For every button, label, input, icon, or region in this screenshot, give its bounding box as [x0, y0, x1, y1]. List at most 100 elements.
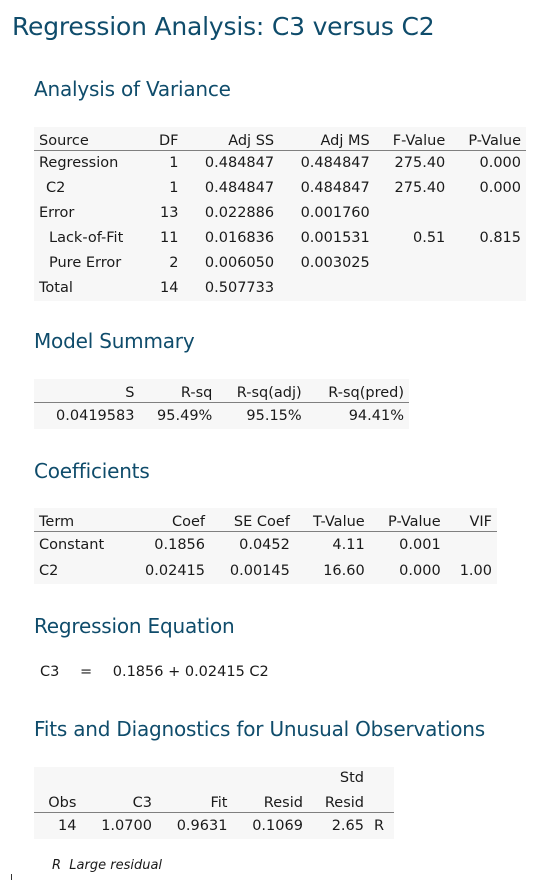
table-cell: 14: [34, 812, 82, 839]
coefficients-col-header: VIF: [445, 508, 497, 532]
anova-col-header: P-Value: [450, 127, 526, 151]
table-row: Error 13 0.022886 0.001760: [34, 200, 526, 226]
table-cell: [374, 275, 451, 301]
unusual-col-header: Resid: [307, 789, 369, 813]
model-summary-col-header: R-sq(pred): [306, 379, 409, 403]
table-cell: 0.0452: [210, 531, 295, 558]
model-summary-table: S R-sq R-sq(adj) R-sq(pred) 0.0419583 95…: [34, 379, 409, 429]
model-summary-heading: Model Summary: [34, 329, 195, 353]
table-row: Total 14 0.507733: [34, 275, 526, 301]
table-cell: 0.0419583: [34, 402, 140, 429]
table-cell: 0.51: [374, 225, 451, 251]
anova-col-header: Source: [34, 127, 148, 151]
coefficients-col-header: Term: [34, 508, 126, 532]
table-cell: 0.001531: [279, 225, 375, 251]
table-cell: 16.60: [294, 557, 370, 584]
anova-col-header: DF: [147, 127, 184, 151]
unusual-header-row: Obs C3 Fit Resid Resid: [34, 789, 394, 813]
table-cell: 1: [147, 175, 184, 201]
table-cell: 13: [147, 200, 184, 226]
unusual-observations-heading: Fits and Diagnostics for Unusual Observa…: [34, 717, 485, 741]
coefficients-header-row: Term Coef SE Coef T-Value P-Value VIF: [34, 508, 497, 532]
unusual-header-top-row: Std: [34, 767, 394, 789]
table-row: 0.0419583 95.49% 95.15% 94.41%: [34, 402, 409, 429]
coefficients-col-header: P-Value: [369, 508, 446, 532]
table-cell: 0.484847: [279, 150, 375, 176]
table-row: Pure Error 2 0.006050 0.003025: [34, 250, 526, 276]
model-summary-col-header: S: [34, 379, 140, 403]
regression-equation: C3 = 0.1856 + 0.02415 C2: [40, 664, 285, 680]
table-row: Regression 1 0.484847 0.484847 275.40 0.…: [34, 150, 526, 176]
equation-lhs: C3: [40, 664, 60, 680]
anova-col-header: Adj SS: [183, 127, 280, 151]
footnote: R Large residual: [52, 858, 163, 873]
page-title: Regression Analysis: C3 versus C2: [12, 12, 435, 41]
table-cell: 0.507733: [183, 275, 280, 301]
table-cell: 0.000: [450, 150, 526, 176]
table-cell: 0.022886: [183, 200, 280, 226]
table-cell: 4.11: [294, 531, 370, 558]
table-cell: 0.484847: [279, 175, 375, 201]
table-cell: [374, 200, 451, 226]
table-cell: [450, 200, 526, 226]
unusual-col-header: Obs: [34, 789, 82, 813]
table-cell: 0.02415: [125, 557, 211, 584]
model-summary-col-header: R-sq: [139, 379, 218, 403]
table-cell: 1: [147, 150, 184, 176]
table-cell: Error: [34, 200, 148, 226]
coefficients-col-header: Coef: [125, 508, 211, 532]
unusual-col-header-top: Std: [307, 767, 369, 789]
table-cell: 0.9631: [156, 812, 233, 839]
coefficients-heading: Coefficients: [34, 459, 150, 483]
table-cell: 0.001760: [279, 200, 375, 226]
table-cell: 275.40: [374, 175, 451, 201]
equation-equals: =: [79, 664, 93, 680]
table-cell: 0.003025: [279, 250, 375, 276]
table-cell: 0.006050: [183, 250, 280, 276]
table-cell: 0.000: [369, 557, 446, 584]
table-cell: Regression: [34, 150, 148, 176]
equation-rhs: 0.1856 + 0.02415 C2: [112, 664, 269, 680]
table-cell: Pure Error: [34, 250, 148, 276]
regression-equation-heading: Regression Equation: [34, 614, 235, 638]
table-cell: Constant: [34, 531, 126, 558]
anova-table: Source DF Adj SS Adj MS F-Value P-Value …: [34, 127, 526, 301]
unusual-col-header: Fit: [156, 789, 233, 813]
unusual-flag: R: [369, 812, 394, 839]
table-cell: 14: [147, 275, 184, 301]
table-cell: 95.49%: [139, 402, 218, 429]
coefficients-col-header: SE Coef: [210, 508, 295, 532]
unusual-col-header: C3: [81, 789, 157, 813]
table-cell: 0.000: [450, 175, 526, 201]
table-cell: [445, 531, 497, 558]
model-summary-col-header: R-sq(adj): [217, 379, 307, 403]
table-cell: [450, 275, 526, 301]
table-cell: 94.41%: [306, 402, 409, 429]
table-cell: C2: [34, 175, 148, 201]
table-cell: 0.00145: [210, 557, 295, 584]
table-cell: 1.0700: [81, 812, 157, 839]
table-cell: 0.1069: [232, 812, 308, 839]
table-cell: 0.815: [450, 225, 526, 251]
coefficients-col-header: T-Value: [294, 508, 370, 532]
table-cell: 275.40: [374, 150, 451, 176]
table-cell: 11: [147, 225, 184, 251]
table-row: C2 0.02415 0.00145 16.60 0.000 1.00: [34, 557, 497, 584]
coefficients-table: Term Coef SE Coef T-Value P-Value VIF Co…: [34, 508, 497, 584]
table-row: 14 1.0700 0.9631 0.1069 2.65 R: [34, 812, 394, 839]
table-row: Lack-of-Fit 11 0.016836 0.001531 0.51 0.…: [34, 225, 526, 251]
table-cell: 0.016836: [183, 225, 280, 251]
anova-col-header: Adj MS: [279, 127, 375, 151]
anova-col-header: F-Value: [374, 127, 451, 151]
table-cell: 0.484847: [183, 150, 280, 176]
table-cell: [450, 250, 526, 276]
table-row: C2 1 0.484847 0.484847 275.40 0.000: [34, 175, 526, 201]
table-cell: [279, 275, 375, 301]
table-cell: C2: [34, 557, 126, 584]
table-cell: Lack-of-Fit: [34, 225, 148, 251]
table-cell: Total: [34, 275, 148, 301]
table-cell: 2.65: [307, 812, 369, 839]
table-cell: 0.484847: [183, 175, 280, 201]
table-cell: 0.001: [369, 531, 446, 558]
unusual-observations-table: Std Obs C3 Fit Resid Resid 14 1.0700 0.9…: [34, 767, 394, 839]
